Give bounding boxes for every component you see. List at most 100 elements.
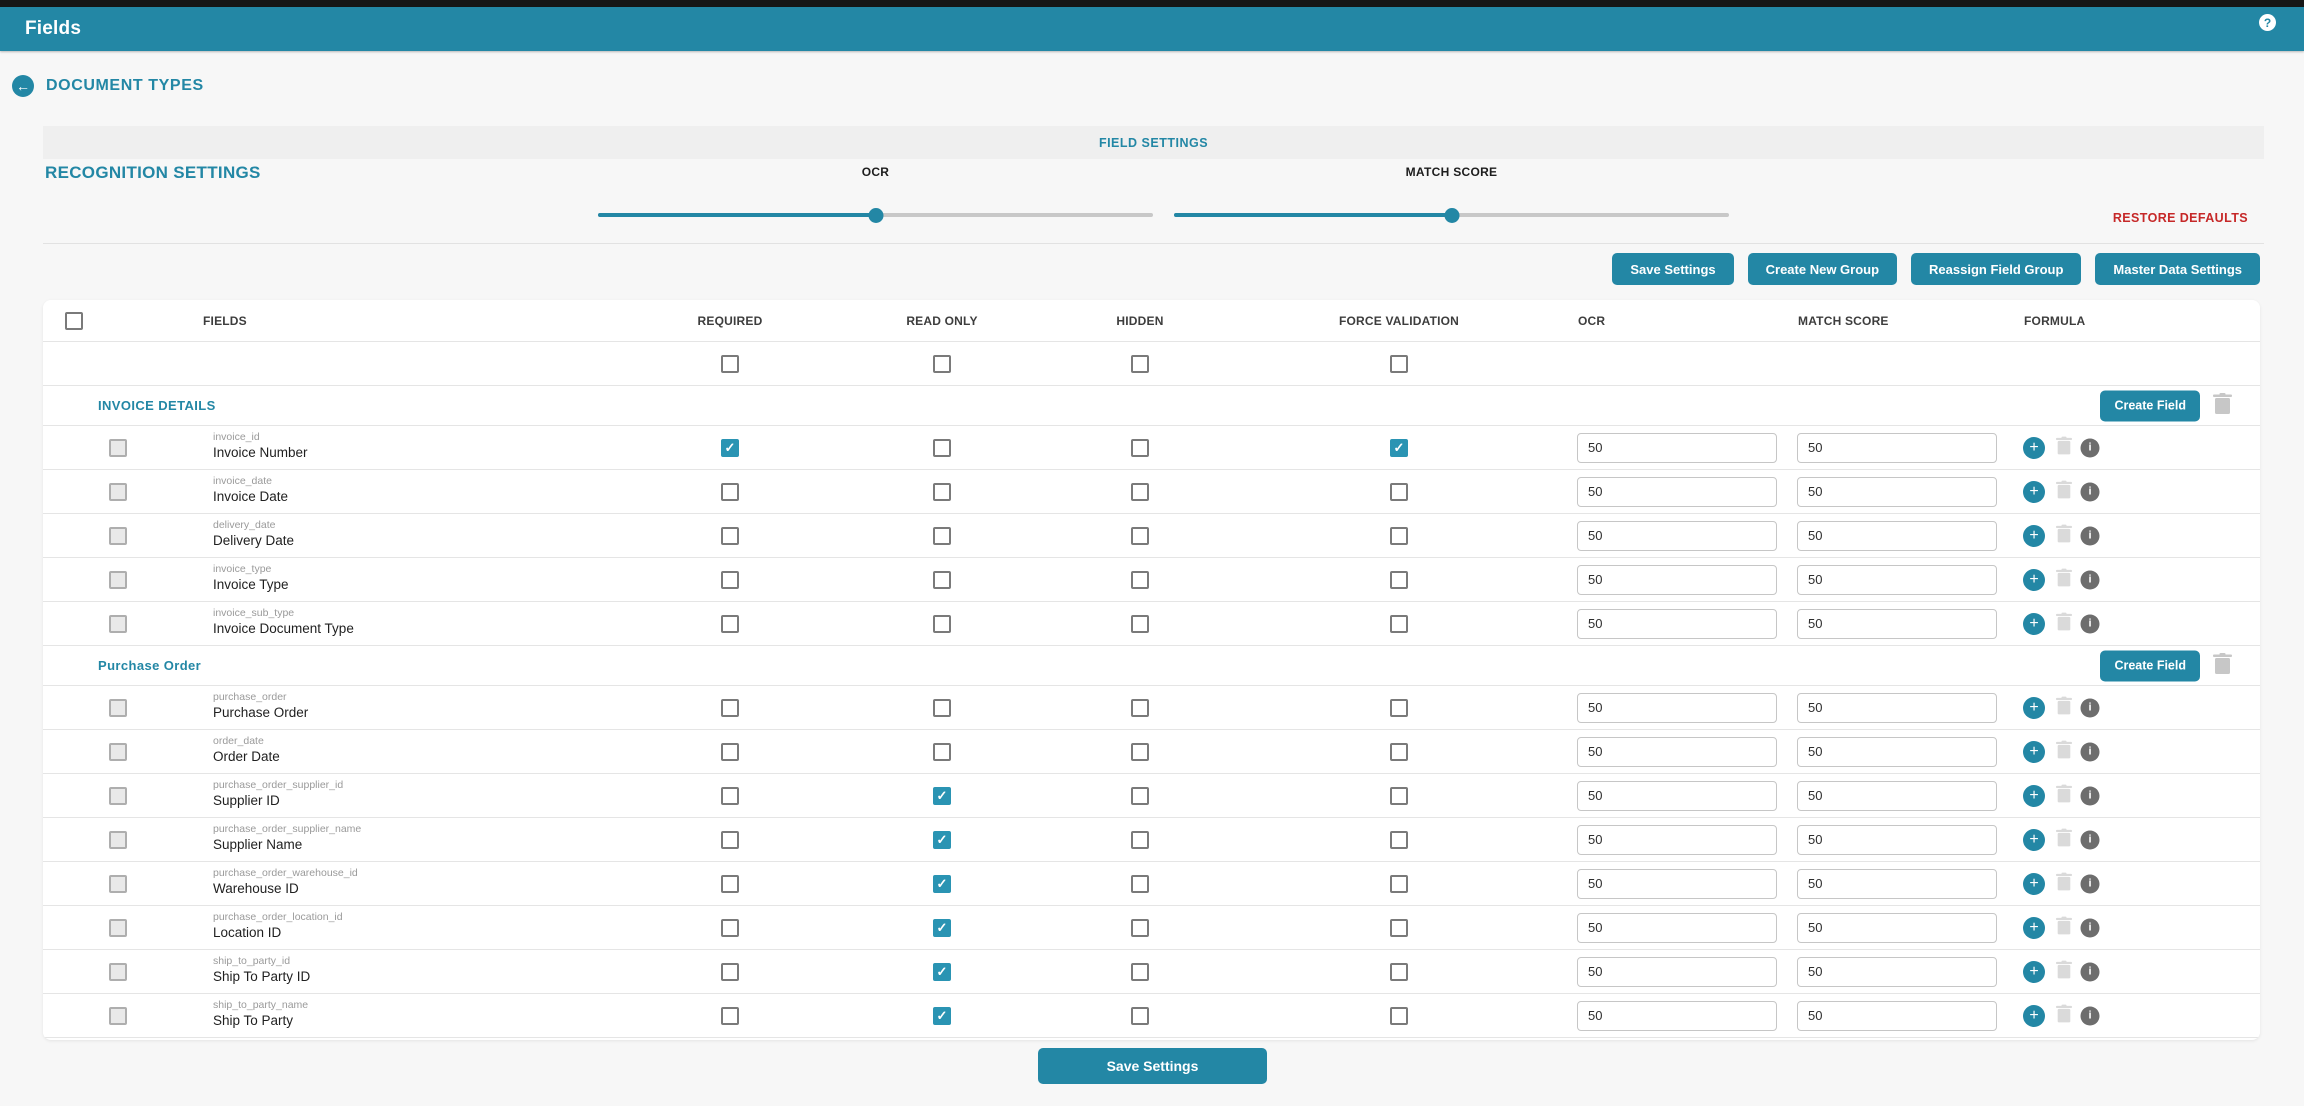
add-formula-icon[interactable]: + (2023, 436, 2045, 459)
required-checkbox[interactable] (721, 786, 739, 805)
read-only-checkbox[interactable] (933, 482, 951, 501)
force-validation-checkbox[interactable] (1390, 438, 1408, 457)
match-score-input[interactable] (1797, 692, 1997, 723)
force-validation-checkbox[interactable] (1390, 570, 1408, 589)
force-validation-checkbox[interactable] (1390, 786, 1408, 805)
match-score-input[interactable] (1797, 912, 1997, 943)
save-settings-footer-button[interactable]: Save Settings (1038, 1048, 1267, 1084)
add-formula-icon[interactable]: + (2023, 480, 2045, 503)
delete-formula-trash-icon[interactable] (2056, 916, 2072, 939)
required-checkbox[interactable] (721, 570, 739, 589)
hidden-checkbox[interactable] (1131, 698, 1149, 717)
read-only-checkbox[interactable] (933, 918, 951, 937)
required-checkbox[interactable] (721, 830, 739, 849)
create-new-group-button[interactable]: Create New Group (1747, 253, 1898, 285)
required-checkbox[interactable] (721, 918, 739, 937)
delete-formula-trash-icon[interactable] (2056, 480, 2072, 503)
required-checkbox[interactable] (721, 698, 739, 717)
add-formula-icon[interactable]: + (2023, 1004, 2045, 1027)
delete-formula-trash-icon[interactable] (2056, 524, 2072, 547)
row-select-checkbox[interactable] (109, 438, 127, 457)
hidden-checkbox[interactable] (1131, 570, 1149, 589)
info-icon[interactable]: i (2080, 614, 2100, 633)
force-validation-checkbox[interactable] (1390, 698, 1408, 717)
apply-all-hidden-checkbox[interactable] (1131, 354, 1149, 373)
row-select-checkbox[interactable] (109, 830, 127, 849)
force-validation-checkbox[interactable] (1390, 962, 1408, 981)
ocr-input[interactable] (1577, 476, 1777, 507)
ocr-input[interactable] (1577, 780, 1777, 811)
ocr-input[interactable] (1577, 1000, 1777, 1031)
help-icon[interactable]: ? (2259, 14, 2276, 31)
apply-all-required-checkbox[interactable] (721, 354, 739, 373)
hidden-checkbox[interactable] (1131, 438, 1149, 457)
create-field-button[interactable]: Create Field (2100, 390, 2200, 421)
add-formula-icon[interactable]: + (2023, 828, 2045, 851)
master-data-settings-button[interactable]: Master Data Settings (2095, 253, 2260, 285)
back-arrow-icon[interactable]: ← (12, 75, 34, 97)
delete-formula-trash-icon[interactable] (2056, 828, 2072, 851)
delete-formula-trash-icon[interactable] (2056, 568, 2072, 591)
match-score-input[interactable] (1797, 608, 1997, 639)
add-formula-icon[interactable]: + (2023, 612, 2045, 635)
delete-formula-trash-icon[interactable] (2056, 1004, 2072, 1027)
add-formula-icon[interactable]: + (2023, 784, 2045, 807)
ocr-input[interactable] (1577, 432, 1777, 463)
delete-formula-trash-icon[interactable] (2056, 784, 2072, 807)
ocr-input[interactable] (1577, 520, 1777, 551)
match-score-input[interactable] (1797, 780, 1997, 811)
ocr-input[interactable] (1577, 736, 1777, 767)
match-score-input[interactable] (1797, 736, 1997, 767)
info-icon[interactable]: i (2080, 570, 2100, 589)
force-validation-checkbox[interactable] (1390, 614, 1408, 633)
force-validation-checkbox[interactable] (1390, 482, 1408, 501)
add-formula-icon[interactable]: + (2023, 740, 2045, 763)
ocr-input[interactable] (1577, 608, 1777, 639)
row-select-checkbox[interactable] (109, 526, 127, 545)
add-formula-icon[interactable]: + (2023, 568, 2045, 591)
read-only-checkbox[interactable] (933, 1006, 951, 1025)
force-validation-checkbox[interactable] (1390, 526, 1408, 545)
ocr-slider[interactable]: OCR (598, 165, 1153, 225)
info-icon[interactable]: i (2080, 698, 2100, 717)
create-field-button[interactable]: Create Field (2100, 650, 2200, 681)
save-settings-button[interactable]: Save Settings (1612, 253, 1734, 285)
delete-formula-trash-icon[interactable] (2056, 612, 2072, 635)
ocr-input[interactable] (1577, 956, 1777, 987)
restore-defaults-button[interactable]: RESTORE DEFAULTS (2112, 211, 2248, 225)
row-select-checkbox[interactable] (109, 918, 127, 937)
slider-thumb[interactable] (868, 208, 883, 223)
back-link-document-types[interactable]: DOCUMENT TYPES (46, 77, 204, 94)
delete-group-trash-icon[interactable] (2213, 652, 2232, 679)
slider-thumb[interactable] (1444, 208, 1459, 223)
info-icon[interactable]: i (2080, 742, 2100, 761)
force-validation-checkbox[interactable] (1390, 918, 1408, 937)
row-select-checkbox[interactable] (109, 962, 127, 981)
read-only-checkbox[interactable] (933, 786, 951, 805)
delete-formula-trash-icon[interactable] (2056, 872, 2072, 895)
add-formula-icon[interactable]: + (2023, 960, 2045, 983)
reassign-field-group-button[interactable]: Reassign Field Group (1911, 253, 2082, 285)
hidden-checkbox[interactable] (1131, 874, 1149, 893)
add-formula-icon[interactable]: + (2023, 872, 2045, 895)
required-checkbox[interactable] (721, 614, 739, 633)
required-checkbox[interactable] (721, 874, 739, 893)
row-select-checkbox[interactable] (109, 786, 127, 805)
match-score-input[interactable] (1797, 956, 1997, 987)
row-select-checkbox[interactable] (109, 1006, 127, 1025)
delete-formula-trash-icon[interactable] (2056, 436, 2072, 459)
read-only-checkbox[interactable] (933, 830, 951, 849)
delete-formula-trash-icon[interactable] (2056, 960, 2072, 983)
read-only-checkbox[interactable] (933, 874, 951, 893)
ocr-input[interactable] (1577, 564, 1777, 595)
row-select-checkbox[interactable] (109, 570, 127, 589)
match-score-input[interactable] (1797, 564, 1997, 595)
info-icon[interactable]: i (2080, 482, 2100, 501)
hidden-checkbox[interactable] (1131, 482, 1149, 501)
apply-all-read-only-checkbox[interactable] (933, 354, 951, 373)
info-icon[interactable]: i (2080, 438, 2100, 457)
ocr-input[interactable] (1577, 824, 1777, 855)
read-only-checkbox[interactable] (933, 614, 951, 633)
force-validation-checkbox[interactable] (1390, 830, 1408, 849)
required-checkbox[interactable] (721, 742, 739, 761)
